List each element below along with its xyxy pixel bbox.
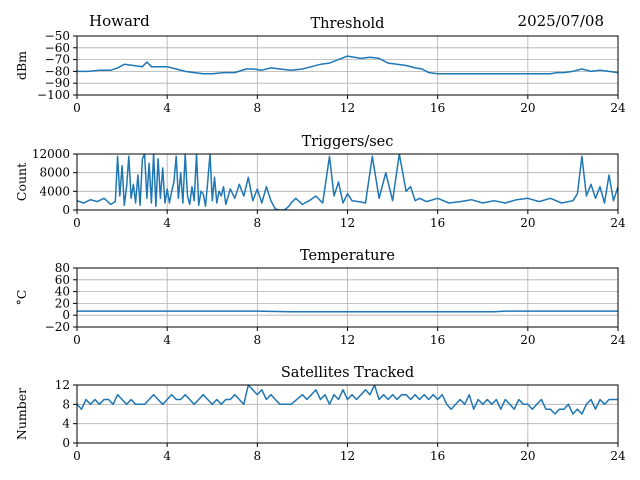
date-label: 2025/07/08 [517,12,604,30]
temperature-xtick-label: 20 [520,333,535,347]
temperature-ytick-label: 0 [62,308,70,322]
threshold-xtick-label: 0 [73,101,81,115]
triggers-xtick-label: 12 [340,216,355,230]
temperature-xtick-label: 24 [610,333,626,347]
temperature-ytick-label: 80 [55,261,70,275]
threshold-ytick-label: −80 [45,64,70,78]
temperature-xtick-label: 16 [430,333,445,347]
threshold-series-line [77,55,618,75]
satellites-xtick-label: 24 [610,449,626,463]
satellites-ytick-label: 8 [62,397,70,411]
threshold-xtick-label: 8 [254,101,262,115]
threshold-xtick-label: 12 [340,101,355,115]
satellites-xtick-label: 4 [163,449,171,463]
temperature-xtick-label: 12 [340,333,355,347]
satellites-xtick-label: 12 [340,449,355,463]
triggers-title: Triggers/sec [302,134,394,150]
station-name: Howard [89,12,150,30]
threshold-ytick-label: −50 [45,29,70,43]
triggers-xtick-label: 20 [520,216,535,230]
triggers-ytick-label: 12000 [32,147,70,161]
satellites-ytick-label: 0 [62,436,70,450]
temperature-title: Temperature [300,248,395,264]
satellites-title: Satellites Tracked [281,365,414,381]
temperature-xtick-label: 0 [73,333,81,347]
satellites-xtick-label: 16 [430,449,445,463]
satellites-xtick-label: 0 [73,449,81,463]
threshold-xtick-label: 16 [430,101,445,115]
threshold-ytick-label: −100 [37,88,70,102]
temperature-ylabel: °C [14,290,29,306]
threshold-ytick-label: −70 [45,53,70,67]
temperature-ytick-label: 60 [55,273,70,287]
temperature-xtick-label: 4 [163,333,171,347]
satellites-panel: 0 4 8 12 16 20 24 0 4 8 12 Satellites Tracked Number [14,365,626,463]
triggers-ytick-label: 4000 [39,184,70,198]
triggers-ytick-label: 0 [62,203,70,217]
triggers-xtick-label: 0 [73,216,81,230]
triggers-ylabel: Count [14,163,29,201]
triggers-series-line [77,154,618,210]
threshold-ytick-label: −60 [45,41,70,55]
triggers-xtick-label: 8 [254,216,262,230]
satellites-ytick-label: 4 [62,417,70,431]
temperature-ytick-label: −20 [45,320,70,334]
satellites-xtick-label: 20 [520,449,535,463]
threshold-xtick-label: 4 [163,101,171,115]
satellites-xtick-label: 8 [254,449,262,463]
triggers-xtick-label: 4 [163,216,171,230]
temperature-xtick-label: 8 [254,333,262,347]
threshold-panel: 0 4 8 12 16 20 24 −50−60−70−80−90−100 Threshold d… [14,16,626,115]
satellites-series-line [77,385,618,415]
satellites-ylabel: Number [14,388,29,440]
threshold-ytick-label: −90 [45,76,70,90]
temperature-ytick-label: 20 [55,296,70,310]
threshold-ylabel: dBm [14,51,29,80]
triggers-panel: 0 4 8 12 16 20 24 0 4000 8000 12000 Triggers/sec Cou… [14,134,626,230]
temperature-ytick-label: 40 [55,285,70,299]
satellites-ytick-label: 12 [55,378,70,392]
triggers-xtick-label: 16 [430,216,445,230]
triggers-ytick-label: 8000 [39,166,70,180]
threshold-title: Threshold [311,16,385,32]
threshold-xtick-label: 24 [610,101,626,115]
threshold-xtick-label: 20 [520,101,535,115]
temperature-series-line [77,310,618,313]
triggers-xtick-label: 24 [610,216,626,230]
